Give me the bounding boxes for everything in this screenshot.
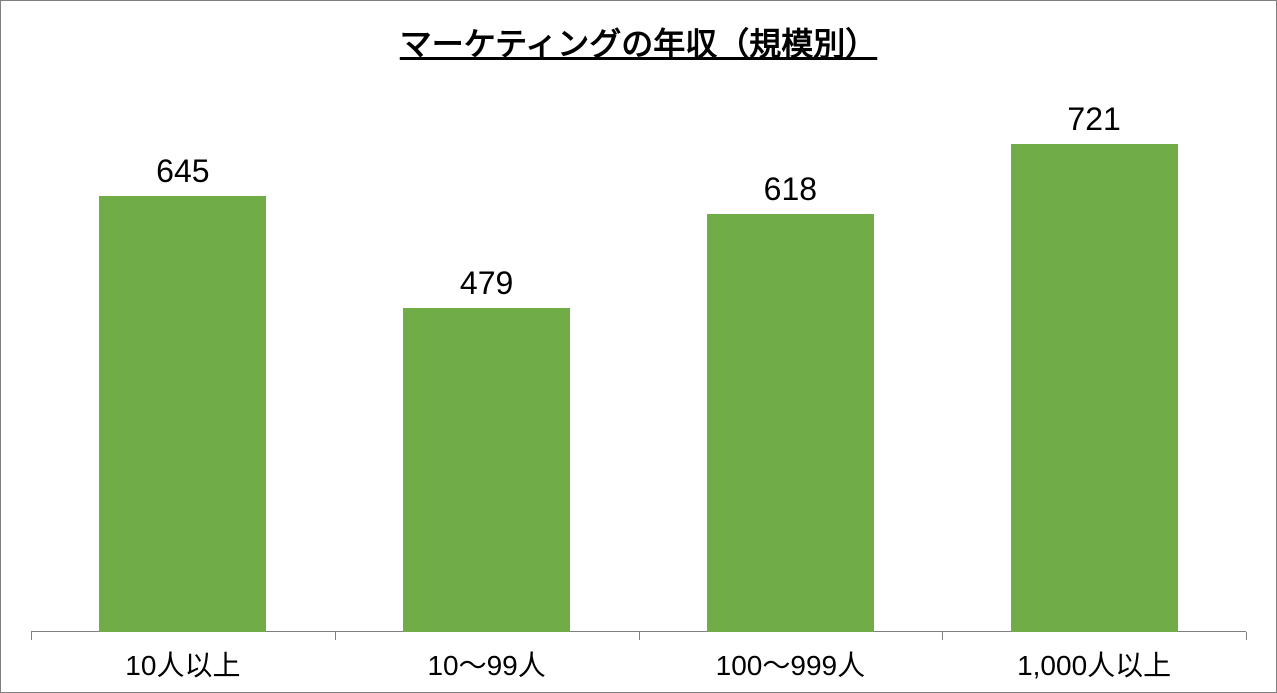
data-label: 721 — [942, 101, 1246, 138]
chart-title-text: マーケティングの年収（規模別） — [400, 26, 877, 62]
x-axis-label: 10～99人 — [335, 644, 639, 684]
chart-container: マーケティングの年収（規模別） 645 479 618 721 10人以上10～99人… — [0, 0, 1277, 693]
chart-title: マーケティングの年収（規模別） — [1, 19, 1276, 65]
x-tick — [1246, 632, 1247, 640]
bar-group: 645 — [31, 91, 335, 632]
data-label: 618 — [639, 171, 943, 208]
bar — [99, 196, 266, 632]
x-axis-label: 1,000人以上 — [942, 644, 1246, 684]
bar — [707, 214, 874, 632]
bar-group: 721 — [942, 91, 1246, 632]
data-label: 645 — [31, 153, 335, 190]
bar-group: 479 — [335, 91, 639, 632]
plot-area: 645 479 618 721 — [31, 91, 1246, 632]
data-label: 479 — [335, 265, 639, 302]
x-axis-label: 10人以上 — [31, 644, 335, 684]
bar — [1011, 144, 1178, 632]
bar — [403, 308, 570, 632]
bar-group: 618 — [639, 91, 943, 632]
x-axis-labels: 10人以上10～99人100～999人1,000人以上 — [31, 632, 1246, 692]
x-axis-label: 100～999人 — [639, 644, 943, 684]
